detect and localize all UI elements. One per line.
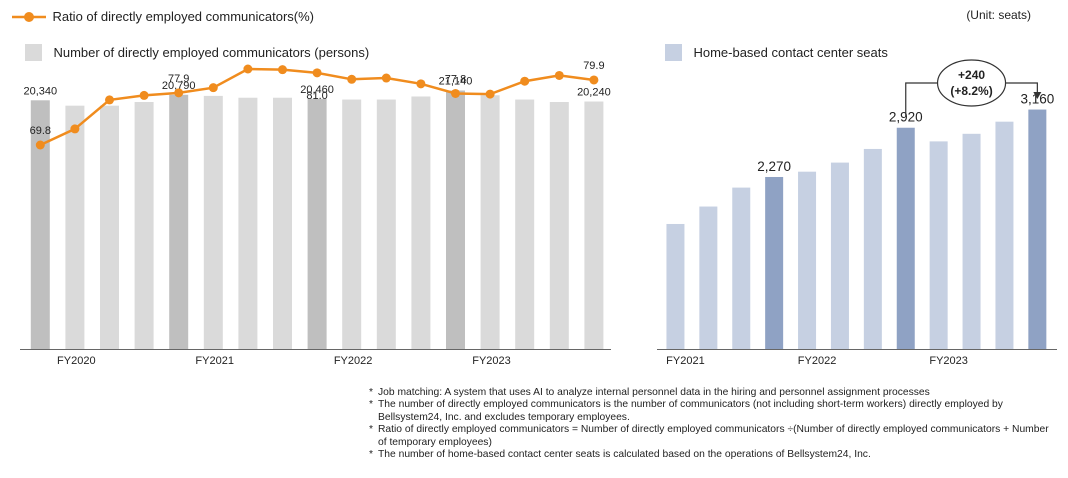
ratio-point	[589, 75, 599, 85]
bar	[169, 94, 189, 349]
ratio-point	[554, 70, 564, 80]
seats-legend-label: Home-based contact center seats	[693, 45, 888, 61]
ratio-point	[520, 76, 530, 86]
bar	[411, 96, 431, 349]
seat-bar	[798, 171, 817, 349]
ratio-point	[451, 88, 460, 98]
ratio-point	[243, 64, 253, 74]
bar	[134, 102, 154, 349]
bar	[584, 101, 604, 350]
bar	[65, 105, 85, 349]
seat-bar	[830, 162, 849, 349]
seats-legend: Home-based contact center seats	[665, 44, 888, 62]
ratio-point	[312, 68, 322, 78]
bar	[238, 97, 258, 349]
seats-legend-swatch	[665, 44, 682, 62]
ratio-value-label: 69.8	[30, 125, 51, 137]
ratio-value-label: 81.0	[306, 90, 327, 102]
arrow-head-icon	[1033, 92, 1042, 99]
seat-bar	[1028, 109, 1047, 349]
unit-label: (Unit: seats)	[966, 8, 1031, 22]
x-tick-label: FY2022	[798, 355, 837, 367]
bar-legend-label: Number of directly employed communicator…	[53, 45, 370, 61]
footnote: * The number of directly employed communi…	[369, 399, 1003, 423]
bar-value-label: 20,460	[300, 84, 334, 96]
bar	[515, 99, 535, 350]
bar-value-label: 20,790	[162, 80, 196, 92]
line-legend: Ratio of directly employed communicators…	[12, 8, 314, 26]
bar-legend: Number of directly employed communicator…	[25, 44, 369, 62]
bar	[307, 98, 327, 349]
bar	[480, 95, 500, 349]
ratio-point	[416, 79, 426, 89]
x-tick-label: FY2020	[57, 355, 96, 367]
x-tick-label: FY2021	[195, 355, 234, 367]
ratio-point	[105, 95, 114, 105]
footnote: * The number of home-based contact center…	[369, 449, 871, 461]
seat-value-label: 2,270	[757, 159, 791, 174]
bar	[30, 100, 50, 349]
bar	[376, 99, 396, 350]
ratio-point	[278, 65, 287, 75]
line-legend-label: Ratio of directly employed communicators…	[52, 9, 314, 24]
line-legend-marker	[12, 11, 46, 22]
bar-legend-swatch	[25, 44, 42, 62]
seat-bar	[666, 223, 685, 349]
x-tick-label: FY2022	[334, 355, 373, 367]
bar	[100, 105, 119, 349]
seat-bar	[863, 148, 882, 349]
footnotes: * Job matching: A system that uses AI to …	[369, 387, 1049, 461]
ratio-value-label: 77.9	[168, 73, 189, 85]
change-bubble	[936, 59, 1007, 107]
bar	[342, 99, 362, 350]
change-value: +240	[958, 68, 985, 82]
seat-value-label: 3,160	[1020, 92, 1054, 107]
ratio-value-label: 77.8	[445, 73, 466, 85]
seat-bar	[732, 187, 751, 349]
x-tick-label: FY2023	[472, 355, 511, 367]
ratio-point	[174, 88, 184, 98]
bar	[273, 97, 292, 349]
bar	[203, 95, 223, 350]
ratio-point	[208, 83, 218, 93]
seat-bar	[962, 133, 981, 349]
ratio-point	[139, 90, 149, 100]
seat-bar	[995, 121, 1014, 349]
ratio-point	[70, 124, 80, 134]
change-percent: (+8.2%)	[950, 84, 992, 98]
x-tick-label: FY2023	[929, 355, 968, 367]
seat-bar	[929, 141, 948, 349]
ratio-value-label: 79.9	[583, 60, 604, 72]
ratio-point	[485, 89, 495, 99]
seat-bar	[765, 176, 784, 349]
bar	[446, 90, 465, 350]
footnote: * Ratio of directly employed communicator…	[369, 424, 1049, 448]
bar-value-label: 21,140	[439, 76, 473, 88]
ratio-point	[35, 140, 45, 150]
bar-value-label: 20,240	[577, 87, 611, 99]
footnote: * Job matching: A system that uses AI to …	[369, 387, 930, 398]
seat-bar	[896, 127, 915, 349]
x-tick-label: FY2021	[666, 355, 705, 367]
seat-bar	[699, 206, 718, 349]
bar	[549, 102, 569, 349]
ratio-point	[347, 74, 357, 84]
bar-value-label: 20,340	[23, 85, 57, 97]
ratio-point	[381, 73, 391, 83]
seat-value-label: 2,920	[889, 110, 923, 125]
